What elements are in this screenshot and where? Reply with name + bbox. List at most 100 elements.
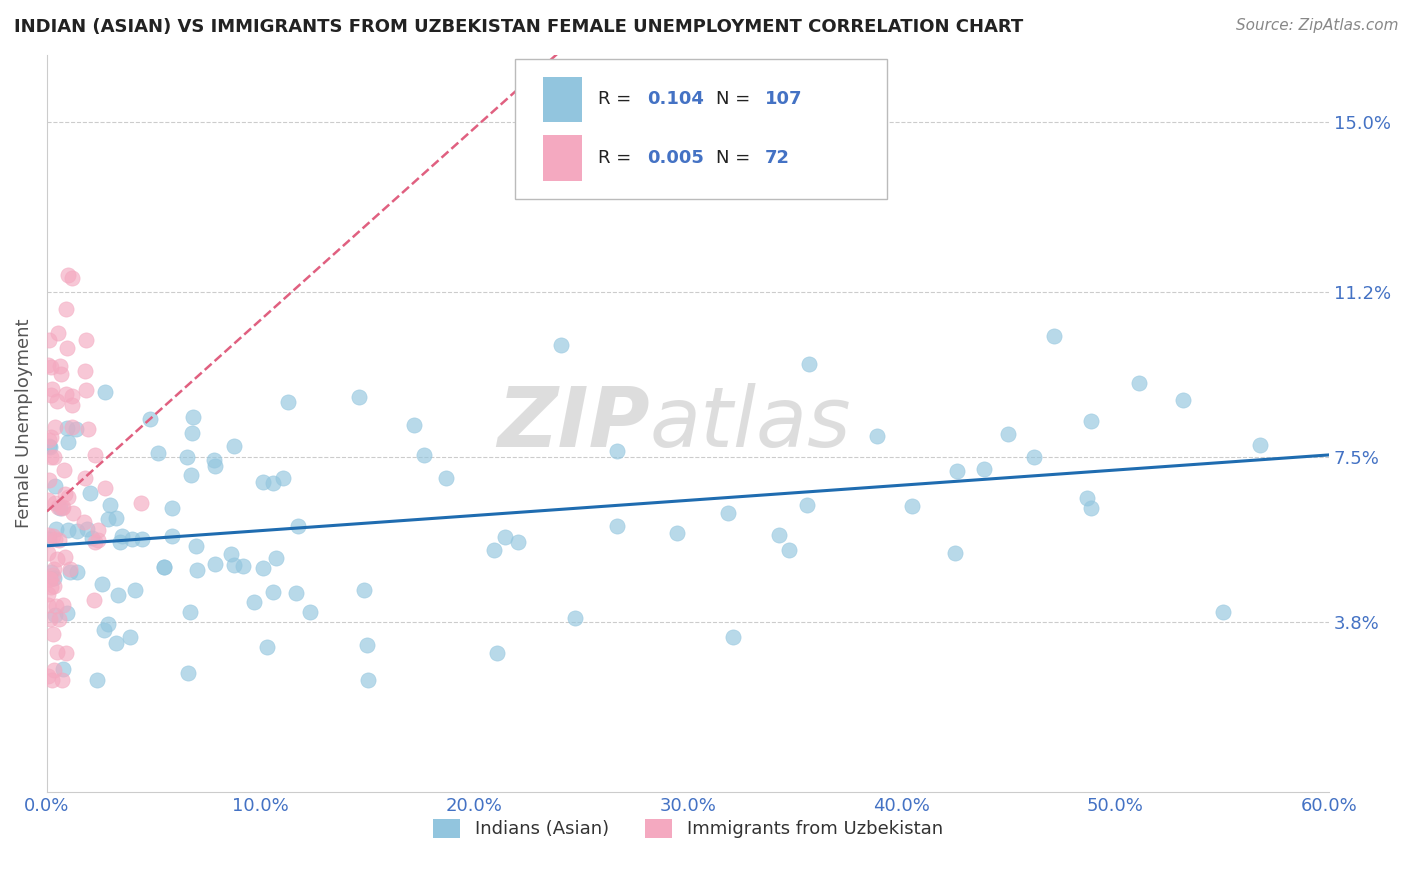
Point	[84, 449, 107, 463]
Text: INDIAN (ASIAN) VS IMMIGRANTS FROM UZBEKISTAN FEMALE UNEMPLOYMENT CORRELATION CHA: INDIAN (ASIAN) VS IMMIGRANTS FROM UZBEKI…	[14, 18, 1024, 36]
Point	[58, 490, 80, 504]
Point	[58, 523, 80, 537]
Point	[262, 585, 284, 599]
Point	[53, 487, 76, 501]
Point	[97, 617, 120, 632]
Point	[177, 665, 200, 680]
Point	[1128, 376, 1150, 390]
Point	[796, 498, 818, 512]
Point	[606, 444, 628, 458]
Y-axis label: Female Unemployment: Female Unemployment	[15, 318, 32, 528]
Point	[277, 395, 299, 409]
Point	[356, 638, 378, 652]
Point	[347, 390, 370, 404]
Point	[45, 599, 67, 613]
Point	[87, 523, 110, 537]
Point	[224, 439, 246, 453]
Point	[60, 398, 83, 412]
Point	[131, 496, 153, 510]
Point	[42, 450, 65, 465]
Point	[44, 608, 66, 623]
Point	[37, 598, 59, 612]
Point	[45, 552, 67, 566]
Point	[39, 572, 62, 586]
Point	[62, 270, 84, 285]
Text: R =: R =	[598, 90, 637, 108]
Point	[107, 588, 129, 602]
Point	[49, 500, 72, 515]
Point	[131, 533, 153, 547]
Point	[37, 545, 59, 559]
Point	[53, 463, 76, 477]
Point	[204, 558, 226, 572]
Point	[55, 646, 77, 660]
Point	[51, 673, 73, 688]
Point	[38, 532, 60, 546]
Point	[179, 605, 201, 619]
Point	[49, 359, 72, 373]
Point	[42, 579, 65, 593]
Point	[1043, 329, 1066, 343]
Point	[39, 566, 62, 580]
Point	[46, 326, 69, 341]
Point	[298, 606, 321, 620]
Point	[176, 450, 198, 464]
Point	[42, 562, 65, 576]
Point	[75, 364, 97, 378]
Point	[252, 560, 274, 574]
Point	[55, 341, 77, 355]
Point	[39, 612, 62, 626]
Point	[484, 543, 506, 558]
Point	[77, 422, 100, 436]
Point	[86, 673, 108, 688]
Point	[287, 519, 309, 533]
Point	[266, 551, 288, 566]
Point	[111, 528, 134, 542]
Point	[41, 673, 63, 688]
Point	[59, 565, 82, 579]
FancyBboxPatch shape	[543, 77, 582, 122]
Point	[56, 268, 79, 282]
Point	[256, 640, 278, 655]
Point	[75, 333, 97, 347]
Point	[1076, 491, 1098, 505]
Point	[900, 499, 922, 513]
Point	[37, 528, 59, 542]
Text: Source: ZipAtlas.com: Source: ZipAtlas.com	[1236, 18, 1399, 33]
Point	[45, 394, 67, 409]
Point	[104, 510, 127, 524]
Point	[52, 598, 75, 612]
Text: N =: N =	[716, 149, 756, 168]
Point	[46, 645, 69, 659]
Point	[1212, 605, 1234, 619]
Point	[44, 479, 66, 493]
Point	[262, 475, 284, 490]
Point	[73, 515, 96, 529]
Point	[94, 385, 117, 400]
Point	[973, 462, 995, 476]
Point	[184, 539, 207, 553]
Point	[38, 473, 60, 487]
FancyBboxPatch shape	[515, 59, 887, 199]
Point	[506, 534, 529, 549]
Point	[91, 577, 114, 591]
Point	[124, 582, 146, 597]
Text: N =: N =	[716, 90, 756, 108]
Point	[202, 453, 225, 467]
Point	[108, 535, 131, 549]
Point	[606, 518, 628, 533]
Point	[65, 422, 87, 436]
Point	[37, 587, 59, 601]
Text: 0.005: 0.005	[647, 149, 704, 168]
Point	[181, 409, 204, 424]
Point	[778, 542, 800, 557]
Point	[153, 560, 176, 574]
Point	[44, 419, 66, 434]
Point	[271, 471, 294, 485]
Point	[485, 646, 508, 660]
Point	[42, 663, 65, 677]
Legend: Indians (Asian), Immigrants from Uzbekistan: Indians (Asian), Immigrants from Uzbekis…	[426, 812, 950, 846]
Point	[768, 528, 790, 542]
Point	[48, 533, 70, 547]
Point	[186, 563, 208, 577]
